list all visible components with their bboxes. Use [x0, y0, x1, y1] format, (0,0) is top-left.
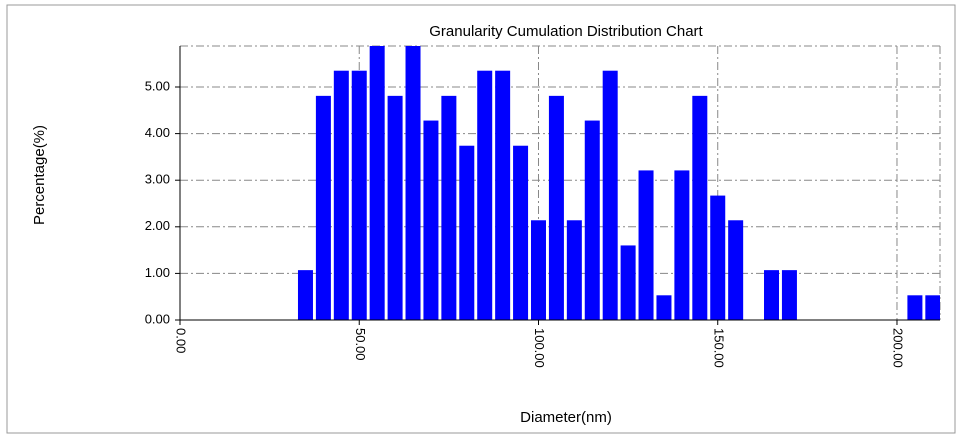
chart-title: Granularity Cumulation Distribution Char…	[429, 23, 703, 40]
bar	[674, 170, 690, 320]
bar	[441, 95, 457, 320]
y-tick-label: 0.00	[145, 311, 170, 326]
bar	[710, 195, 726, 320]
bar	[495, 70, 511, 320]
bar	[925, 295, 940, 320]
bar	[584, 120, 600, 320]
y-tick-label: 3.00	[145, 172, 170, 187]
bar	[907, 295, 923, 320]
bar	[315, 95, 331, 320]
x-tick-label: 50.00	[353, 328, 368, 361]
x-tick-label: 100.00	[532, 328, 547, 368]
y-tick-label: 5.00	[145, 78, 170, 93]
bar	[692, 95, 708, 320]
bar	[728, 220, 744, 320]
y-axis-label: Percentage(%)	[31, 125, 48, 225]
bar	[369, 46, 385, 320]
bar	[548, 95, 564, 320]
bar	[297, 270, 313, 320]
axes: 0.00 1.00 2.00 3.00 4.00 5.00 0.00 50.00 100.00 1…	[145, 46, 940, 368]
y-tick-label: 1.00	[145, 265, 170, 280]
bar	[764, 270, 780, 320]
bars	[297, 46, 940, 320]
bar	[387, 95, 403, 320]
x-tick-label: 150.00	[711, 328, 726, 368]
x-tick-label: 0.00	[174, 328, 189, 353]
bar	[530, 220, 546, 320]
bar	[477, 70, 493, 320]
chart-frame	[6, 4, 956, 434]
bar	[333, 70, 349, 320]
bar	[513, 145, 529, 320]
bar	[781, 270, 797, 320]
bar	[351, 70, 367, 320]
x-axis-label: Diameter(nm)	[520, 409, 612, 426]
bar	[638, 170, 654, 320]
y-tick-label: 4.00	[145, 125, 170, 140]
y-tick-label: 2.00	[145, 218, 170, 233]
x-tick-label: 200.00	[891, 328, 906, 368]
bar	[423, 120, 439, 320]
bar	[602, 70, 618, 320]
bar	[459, 145, 475, 320]
bar	[405, 46, 421, 320]
bar	[566, 220, 582, 320]
bar	[656, 295, 672, 320]
bar	[620, 245, 636, 320]
